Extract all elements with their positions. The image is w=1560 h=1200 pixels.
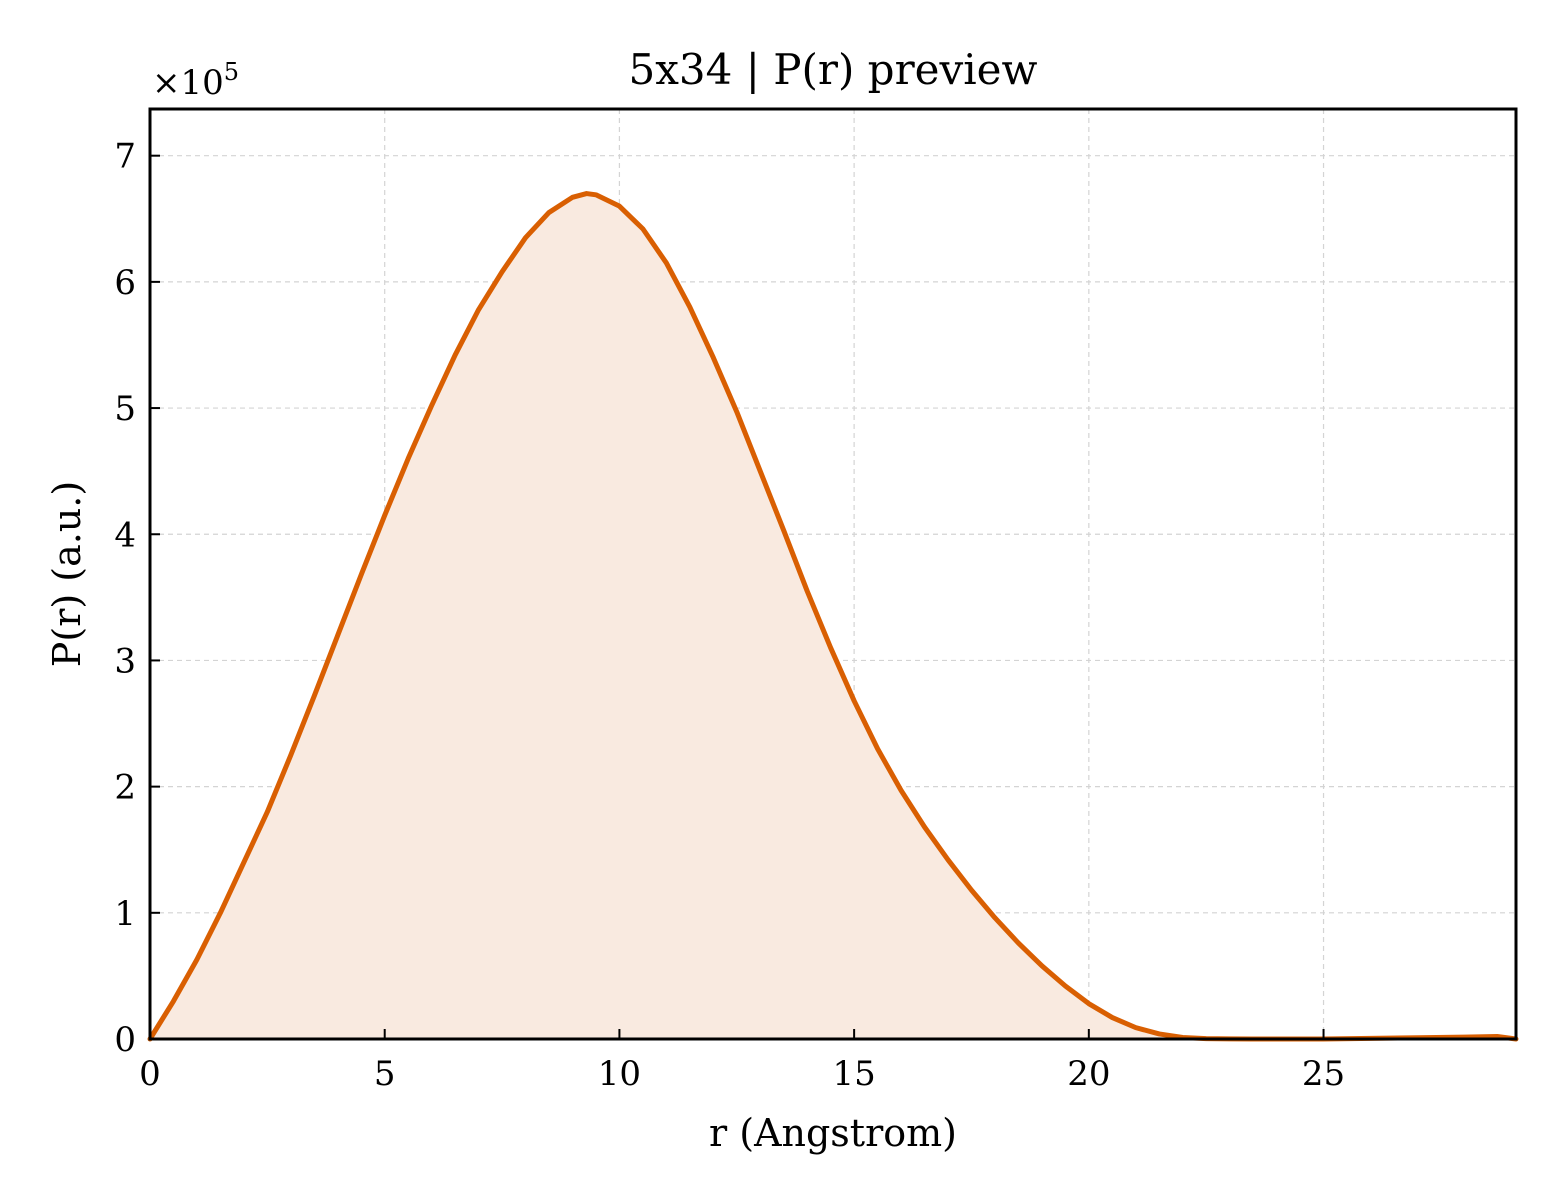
x-tick-label: 20 bbox=[1067, 1054, 1110, 1094]
x-tick-label: 10 bbox=[598, 1054, 641, 1094]
y-tick-label: 4 bbox=[114, 515, 136, 555]
chart-title: 5x34 | P(r) preview bbox=[629, 45, 1038, 94]
y-axis-title: P(r) (a.u.) bbox=[45, 481, 89, 667]
y-tick-label: 1 bbox=[114, 894, 136, 934]
y-tick-label: 5 bbox=[114, 389, 136, 429]
x-tick-label: 0 bbox=[139, 1054, 161, 1094]
y-offset-base: ×10 bbox=[152, 63, 224, 103]
x-tick-label: 15 bbox=[832, 1054, 875, 1094]
y-offset-exponent: 5 bbox=[224, 58, 239, 86]
ticks: 0 5 10 15 20 25 0 1 2 3 4 5 6 7 bbox=[114, 137, 1345, 1094]
x-tick-label: 25 bbox=[1302, 1054, 1345, 1094]
x-tick-label: 5 bbox=[374, 1054, 396, 1094]
y-tick-label: 6 bbox=[114, 263, 136, 303]
y-tick-label: 2 bbox=[114, 768, 136, 808]
y-tick-label: 7 bbox=[114, 137, 136, 177]
y-tick-label: 3 bbox=[114, 641, 136, 681]
x-axis-title: r (Angstrom) bbox=[709, 1111, 957, 1155]
y-offset-label: ×105 bbox=[152, 58, 239, 103]
plot-frame bbox=[148, 107, 1518, 1041]
area-fill bbox=[150, 193, 1516, 1040]
y-tick-label: 0 bbox=[114, 1020, 136, 1060]
